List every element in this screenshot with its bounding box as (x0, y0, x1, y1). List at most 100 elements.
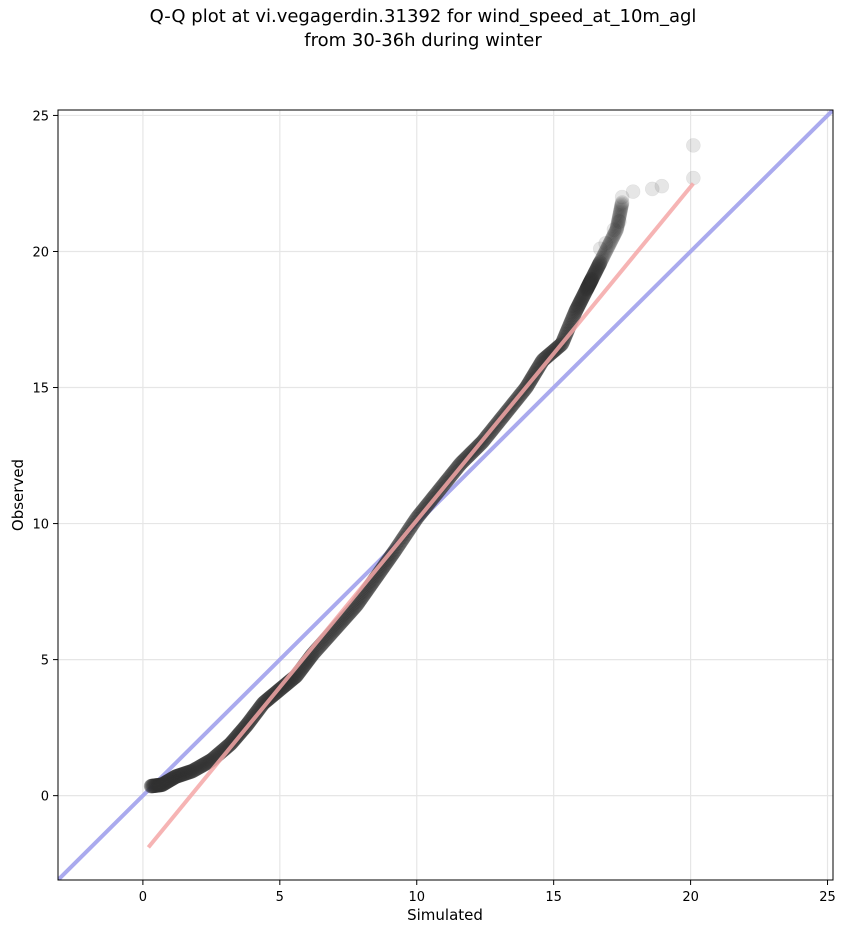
data-point (161, 773, 177, 789)
data-point (588, 263, 604, 278)
data-point (582, 276, 597, 291)
x-tick-label: 10 (408, 890, 425, 905)
data-point (566, 309, 581, 324)
data-point (577, 284, 593, 300)
data-point (196, 757, 212, 772)
data-point (584, 271, 600, 287)
y-ticks: 0 5 10 15 20 25 (32, 109, 58, 805)
data-point (578, 283, 594, 299)
data-point (589, 261, 605, 276)
data-point (612, 205, 628, 220)
data-point (569, 301, 585, 317)
data-point (174, 767, 189, 782)
data-point (163, 772, 178, 787)
data-point (613, 201, 629, 216)
data-point (614, 197, 629, 213)
data-point (610, 214, 626, 230)
data-point (197, 756, 213, 772)
data-point (608, 223, 624, 239)
data-point (588, 264, 603, 279)
data-point (599, 241, 615, 257)
data-point (611, 211, 627, 226)
data-point (606, 222, 622, 238)
data-point (596, 248, 612, 263)
data-point (571, 297, 587, 313)
data-point (567, 306, 582, 321)
data-point (594, 252, 609, 267)
data-point (201, 754, 216, 770)
data-point (609, 221, 625, 236)
data-point (612, 206, 628, 221)
points (143, 138, 701, 849)
y-tick-label: 15 (32, 382, 49, 397)
data-point (614, 196, 630, 212)
data-point (158, 775, 174, 790)
data-point (598, 243, 614, 258)
data-point (573, 292, 589, 308)
data-point (580, 279, 596, 294)
data-point (614, 189, 630, 205)
data-point (612, 208, 627, 224)
data-point (582, 276, 597, 292)
data-point (582, 275, 598, 291)
data-point (149, 778, 164, 793)
data-point (586, 267, 602, 282)
data-point (189, 761, 205, 776)
data-point (177, 766, 193, 781)
data-point (188, 762, 203, 777)
data-point (162, 772, 178, 788)
x-tick-label: 5 (276, 890, 284, 905)
data-point (150, 778, 165, 793)
data-point (147, 778, 162, 793)
data-point (151, 777, 167, 793)
data-point (579, 281, 595, 297)
data-point (581, 277, 597, 293)
data-point (169, 768, 185, 784)
data-point (201, 754, 217, 769)
data-point (584, 272, 599, 288)
data-point (612, 207, 627, 223)
data-point (154, 777, 169, 793)
data-point (186, 763, 201, 778)
data-point (570, 299, 586, 315)
data-point (194, 758, 209, 774)
y-tick-label: 20 (32, 245, 49, 260)
data-point (153, 777, 169, 793)
data-point (576, 286, 592, 302)
data-point (166, 770, 182, 786)
data-point (592, 255, 608, 270)
data-point (598, 244, 613, 260)
data-point (147, 778, 163, 793)
data-point (148, 778, 164, 793)
data-point (195, 757, 211, 773)
data-point (607, 225, 623, 241)
data-point (573, 294, 588, 310)
data-point (182, 764, 198, 780)
data-point (152, 777, 168, 793)
data-point (610, 218, 625, 234)
data-point (583, 274, 598, 290)
y-tick-label: 25 (32, 109, 49, 124)
data-point (611, 209, 627, 225)
y-axis-label: Observed (9, 458, 27, 532)
data-point (581, 277, 597, 292)
data-point (583, 273, 599, 288)
data-point (686, 138, 701, 153)
data-point (176, 766, 192, 782)
data-point (600, 240, 615, 256)
data-point (565, 310, 581, 326)
data-point (580, 280, 595, 296)
data-point (165, 770, 181, 786)
data-point (175, 766, 191, 782)
data-point (183, 764, 199, 779)
data-point (594, 251, 610, 266)
data-point (603, 233, 619, 248)
data-point (611, 213, 626, 229)
data-point (172, 767, 188, 783)
data-point (585, 269, 601, 284)
data-point (593, 254, 608, 269)
data-point (149, 778, 165, 793)
data-point (193, 759, 208, 774)
data-point (152, 777, 167, 793)
data-point (157, 776, 172, 791)
